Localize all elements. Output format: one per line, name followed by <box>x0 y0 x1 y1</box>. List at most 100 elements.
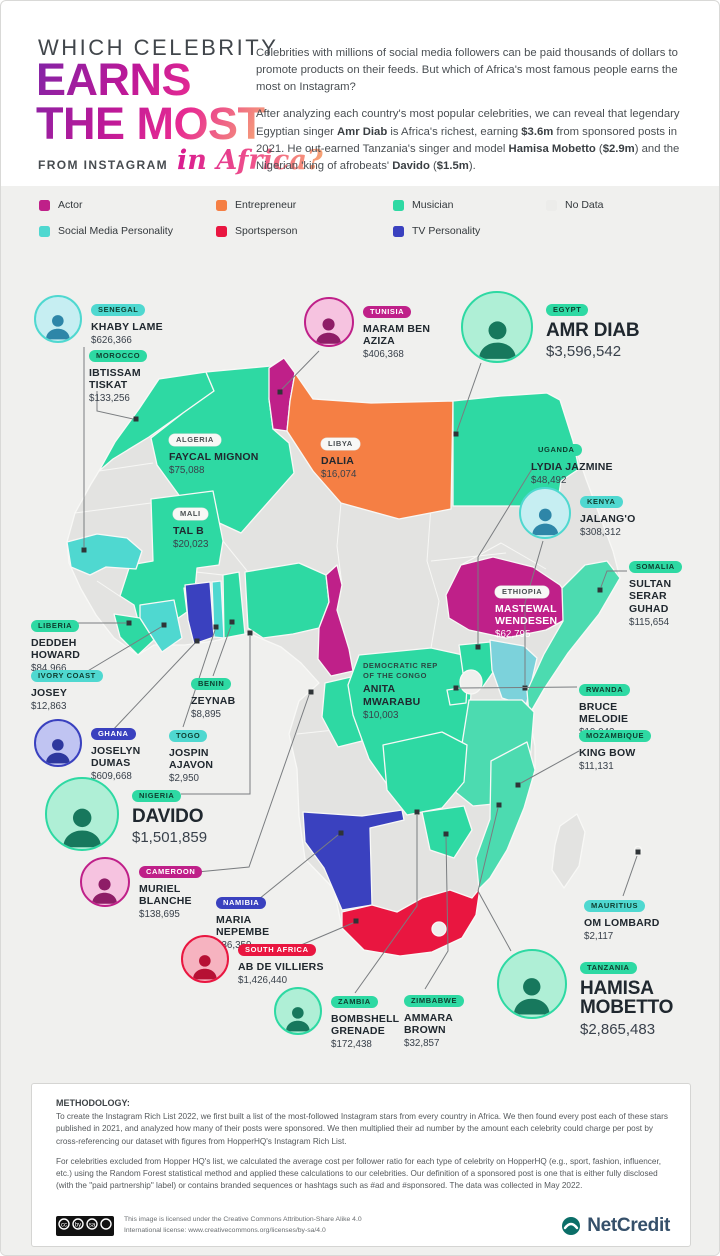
netcredit-icon <box>562 1217 581 1235</box>
country-badge: SOUTH AFRICA <box>238 943 316 956</box>
country-badge: ALGERIA <box>169 433 221 446</box>
callout-uganda: UGANDA LYDIA JAZMINE $48,492 <box>531 439 621 487</box>
country-lesotho <box>431 921 447 937</box>
celebrity-name: FAYCAL MIGNON <box>169 451 259 463</box>
earnings-value: $20,023 <box>173 538 209 550</box>
celebrity-name: AB DE VILLIERS <box>238 961 324 973</box>
avatar <box>34 295 82 343</box>
earnings-value: $133,256 <box>89 393 130 405</box>
legend-item-no_data: No Data <box>546 199 604 211</box>
methodology-paragraph-2: For celebrities excluded from Hopper HQ'… <box>56 1156 661 1191</box>
country-badge: ZAMBIA <box>331 995 378 1008</box>
connector-line <box>96 391 134 420</box>
intro-paragraph-1: Celebrities with millions of social medi… <box>256 47 678 94</box>
license-line-1: This image is licensed under the Creativ… <box>124 1216 362 1224</box>
connector-lines <box>67 347 641 994</box>
celebrity-name: SULTAN SERAR GUHAD <box>629 578 672 615</box>
earnings-value: $115,654 <box>629 616 670 628</box>
legend-label: Social Media Personality <box>58 225 173 237</box>
avatar <box>304 297 354 347</box>
connector-line <box>477 468 533 644</box>
country-namibia <box>302 809 405 911</box>
earnings-value: $2,950 <box>169 773 199 785</box>
legend-swatch-icon <box>39 199 50 211</box>
lake-victoria <box>459 669 483 695</box>
connector-dot <box>213 624 219 630</box>
legend-swatch-icon <box>216 199 227 211</box>
person-icon <box>46 315 70 340</box>
callout-drc: DEMOCRATIC REP OF THE CONGO ANITA MWARABU… <box>363 661 445 721</box>
country-badge: MOROCCO <box>89 349 148 362</box>
callout-mozambique: MOZAMBIQUE KING BOW $11,131 <box>579 725 669 773</box>
celebrity-name: JOSEY <box>31 687 68 699</box>
celebrity-name: JOSELYN DUMAS <box>91 745 141 770</box>
celebrity-name: MURIEL BLANCHE <box>139 883 192 908</box>
person-icon <box>92 878 118 904</box>
celebrity-name: LYDIA JAZMINE <box>531 461 613 473</box>
earnings-value: $16,074 <box>321 468 357 480</box>
person-icon <box>532 509 558 536</box>
earnings-value: $308,312 <box>580 526 621 538</box>
country-somalia <box>526 560 621 716</box>
country-nigeria <box>244 562 330 639</box>
country-badge: TUNISIA <box>363 305 412 318</box>
connector-dot <box>453 431 459 437</box>
earnings-value: $3,596,542 <box>546 343 622 361</box>
connector-line <box>281 350 320 390</box>
country-badge: LIBYA <box>321 437 360 450</box>
celebrity-name: MARIA NEPEMBE <box>216 914 270 939</box>
celebrity-name: HAMISA MOBETTO <box>580 978 674 1019</box>
legend-item-actor: Actor <box>39 199 83 211</box>
connector-line <box>181 636 251 795</box>
connector-line <box>110 642 196 733</box>
earnings-value: $32,857 <box>404 1038 440 1050</box>
country-badge: MAURITIUS <box>584 899 646 912</box>
callout-tunisia: TUNISIA MARAM BEN AZIZA $406,368 <box>304 297 455 361</box>
celebrity-name: AMR DIAB <box>546 320 640 341</box>
legend-label: No Data <box>565 199 604 211</box>
celebrity-name: DEDDEH HOWARD <box>31 637 81 662</box>
celebrity-name: BOMBSHELL GRENADE <box>331 1013 400 1038</box>
earnings-value: $1,501,859 <box>132 829 208 847</box>
connector-dot <box>414 809 420 815</box>
callout-mali: MALI TAL B $20,023 <box>173 503 243 551</box>
connector-dot <box>126 620 132 626</box>
svg-text:by: by <box>75 1223 81 1229</box>
person-icon <box>286 1007 310 1032</box>
celebrity-name: DAVIDO <box>132 806 204 827</box>
legend-label: TV Personality <box>412 225 481 237</box>
legend-swatch-icon <box>393 225 404 237</box>
callout-senegal: SENEGAL KHABY LAME $626,366 <box>34 295 171 347</box>
country-badge: KENYA <box>580 495 623 508</box>
celebrity-name: AMMARA BROWN <box>404 1012 453 1037</box>
callout-benin: BENIN ZEYNAB $8,895 <box>191 673 251 721</box>
methodology-title: METHODOLOGY: <box>56 1098 130 1108</box>
connector-dot <box>338 830 344 836</box>
connector-dot <box>229 619 235 625</box>
country-badge: MALI <box>173 507 208 520</box>
country-madagascar <box>551 813 586 889</box>
earnings-value: $609,668 <box>91 771 132 783</box>
country-ghana <box>184 581 215 645</box>
avatar <box>497 949 567 1019</box>
connector-line <box>186 694 310 874</box>
connector-dot <box>453 685 459 691</box>
avatar <box>274 987 322 1035</box>
avatar <box>45 777 119 851</box>
person-icon <box>193 955 217 980</box>
connector-dot <box>277 389 283 395</box>
person-icon <box>514 978 550 1016</box>
earnings-value: $626,366 <box>91 334 132 346</box>
celebrity-name: KHABY LAME <box>91 321 163 333</box>
connector-dot <box>597 587 603 593</box>
celebrity-name: JALANG'O <box>580 513 636 525</box>
legend-swatch-icon <box>216 225 227 237</box>
footer-row: cc by sa This image is licensed under th… <box>56 1215 670 1237</box>
avatar <box>80 857 130 907</box>
person-icon <box>63 808 101 847</box>
country-badge: IVORY COAST <box>31 669 103 682</box>
connector-line <box>622 855 638 897</box>
country-badge: TOGO <box>169 729 208 742</box>
